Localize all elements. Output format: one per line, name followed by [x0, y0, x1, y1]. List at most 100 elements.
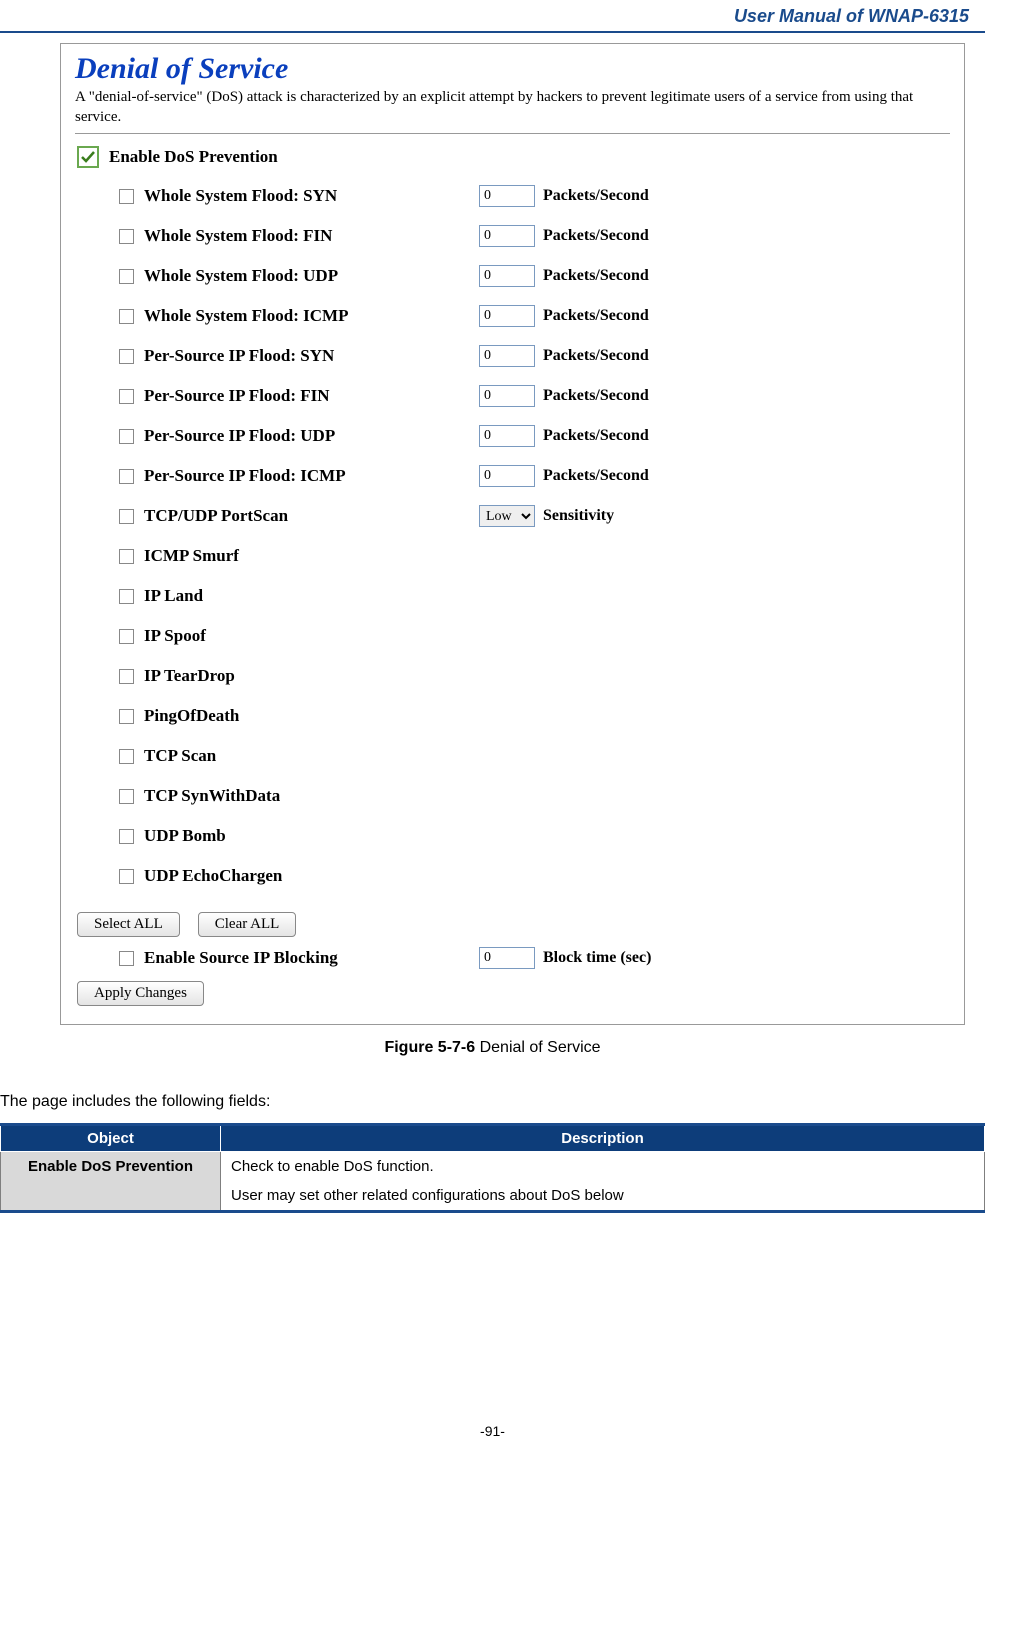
dos-option-value-input[interactable] [479, 385, 535, 407]
dos-options-list: Whole System Flood: SYNPackets/SecondWho… [75, 176, 950, 896]
dos-option-label: ICMP Smurf [144, 546, 239, 566]
dos-option-checkbox[interactable] [119, 549, 134, 564]
dos-option-checkbox[interactable] [119, 269, 134, 284]
dos-option-row: IP Spoof [119, 616, 950, 656]
dos-option-checkbox[interactable] [119, 189, 134, 204]
figure-number: Figure 5-7-6 [384, 1039, 475, 1056]
dos-option-label: TCP Scan [144, 746, 216, 766]
dos-option-label: IP Spoof [144, 626, 206, 646]
dos-option-checkbox[interactable] [119, 629, 134, 644]
table-header-object: Object [1, 1125, 221, 1152]
dos-option-checkbox[interactable] [119, 789, 134, 804]
page-number: -91- [0, 1423, 985, 1439]
button-row: Select ALL Clear ALL [77, 912, 950, 937]
table-desc-cell-2: User may set other related configuration… [221, 1181, 985, 1212]
dos-option-row: Per-Source IP Flood: SYNPackets/Second [119, 336, 950, 376]
figure-caption: Figure 5-7-6 Denial of Service [0, 1039, 985, 1057]
enable-dos-label: Enable DoS Prevention [109, 147, 278, 167]
enable-dos-row: Enable DoS Prevention [77, 146, 950, 168]
dos-option-unit: Packets/Second [543, 187, 649, 205]
dos-option-unit: Packets/Second [543, 467, 649, 485]
dos-option-value-input[interactable] [479, 305, 535, 327]
dos-option-unit: Packets/Second [543, 427, 649, 445]
dos-option-row: IP TearDrop [119, 656, 950, 696]
dos-option-label: UDP Bomb [144, 826, 226, 846]
dos-option-row: Whole System Flood: ICMPPackets/Second [119, 296, 950, 336]
dos-option-row: Per-Source IP Flood: UDP Packets/Second [119, 416, 950, 456]
dos-option-value-input[interactable] [479, 465, 535, 487]
dos-option-checkbox[interactable] [119, 309, 134, 324]
dos-option-value-input[interactable] [479, 185, 535, 207]
dos-option-label: Per-Source IP Flood: UDP [144, 426, 335, 446]
dos-option-checkbox[interactable] [119, 709, 134, 724]
dos-option-row: TCP Scan [119, 736, 950, 776]
enable-dos-checkbox[interactable] [77, 146, 99, 168]
dos-option-label: Whole System Flood: SYN [144, 186, 337, 206]
dos-option-row: UDP Bomb [119, 816, 950, 856]
dos-option-checkbox[interactable] [119, 749, 134, 764]
select-all-button[interactable]: Select ALL [77, 912, 180, 937]
table-header-description: Description [221, 1125, 985, 1152]
dos-option-value-input[interactable] [479, 225, 535, 247]
dos-option-row: TCP/UDP PortScan Low Sensitivity [119, 496, 950, 536]
dos-option-label: Per-Source IP Flood: FIN [144, 386, 330, 406]
dos-option-row: Whole System Flood: SYN Packets/Second [119, 176, 950, 216]
source-ip-blocking-label: Enable Source IP Blocking [144, 948, 338, 968]
dos-panel: Denial of Service A "denial-of-service" … [60, 43, 965, 1025]
source-ip-blocking-row: Enable Source IP Blocking Block time (se… [119, 947, 950, 969]
table-desc-cell-1: Check to enable DoS function. [221, 1152, 985, 1182]
dos-option-label: Whole System Flood: UDP [144, 266, 338, 286]
table-object-cell: Enable DoS Prevention [1, 1152, 221, 1212]
dos-option-label: Whole System Flood: FIN [144, 226, 332, 246]
dos-option-value-input[interactable] [479, 425, 535, 447]
dos-option-value-input[interactable] [479, 345, 535, 367]
dos-option-checkbox[interactable] [119, 229, 134, 244]
dos-option-row: IP Land [119, 576, 950, 616]
block-time-input[interactable] [479, 947, 535, 969]
dos-option-label: TCP/UDP PortScan [144, 506, 288, 526]
dos-option-row: Whole System Flood: UDP Packets/Second [119, 256, 950, 296]
dos-option-label: Per-Source IP Flood: ICMP [144, 466, 346, 486]
doc-header: User Manual of WNAP-6315 [0, 0, 969, 31]
sensitivity-select[interactable]: Low [479, 505, 535, 527]
dos-option-row: PingOfDeath [119, 696, 950, 736]
table-row: Enable DoS Prevention Check to enable Do… [1, 1152, 985, 1182]
dos-option-value-input[interactable] [479, 265, 535, 287]
dos-option-label: TCP SynWithData [144, 786, 280, 806]
dos-option-checkbox[interactable] [119, 869, 134, 884]
figure-title: Denial of Service [475, 1039, 600, 1056]
dos-option-row: ICMP Smurf [119, 536, 950, 576]
dos-option-checkbox[interactable] [119, 349, 134, 364]
dos-option-checkbox[interactable] [119, 429, 134, 444]
dos-option-label: IP Land [144, 586, 203, 606]
panel-description: A "denial-of-service" (DoS) attack is ch… [75, 88, 950, 127]
dos-option-row: TCP SynWithData [119, 776, 950, 816]
dos-option-unit: Packets/Second [543, 227, 649, 245]
dos-option-row: Whole System Flood: FIN Packets/Second [119, 216, 950, 256]
dos-option-checkbox[interactable] [119, 509, 134, 524]
dos-option-unit: Packets/Second [543, 267, 649, 285]
dos-option-label: IP TearDrop [144, 666, 235, 686]
dos-option-checkbox[interactable] [119, 589, 134, 604]
dos-option-unit: Packets/Second [543, 387, 649, 405]
sensitivity-label: Sensitivity [543, 507, 614, 525]
dos-option-checkbox[interactable] [119, 389, 134, 404]
dos-option-checkbox[interactable] [119, 469, 134, 484]
dos-option-label: Per-Source IP Flood: SYN [144, 346, 334, 366]
panel-title: Denial of Service [75, 52, 950, 86]
dos-option-row: UDP EchoChargen [119, 856, 950, 896]
header-divider [0, 31, 985, 33]
dos-option-checkbox[interactable] [119, 829, 134, 844]
apply-changes-button[interactable]: Apply Changes [77, 981, 204, 1006]
dos-option-checkbox[interactable] [119, 669, 134, 684]
dos-option-label: UDP EchoChargen [144, 866, 282, 886]
block-time-unit: Block time (sec) [543, 949, 651, 967]
check-icon [80, 149, 96, 165]
dos-option-row: Per-Source IP Flood: FIN Packets/Second [119, 376, 950, 416]
description-table: Object Description Enable DoS Prevention… [0, 1123, 985, 1213]
source-ip-blocking-checkbox[interactable] [119, 951, 134, 966]
dos-option-label: PingOfDeath [144, 706, 239, 726]
panel-divider [75, 133, 950, 134]
clear-all-button[interactable]: Clear ALL [198, 912, 297, 937]
dos-option-label: Whole System Flood: ICMP [144, 306, 348, 326]
